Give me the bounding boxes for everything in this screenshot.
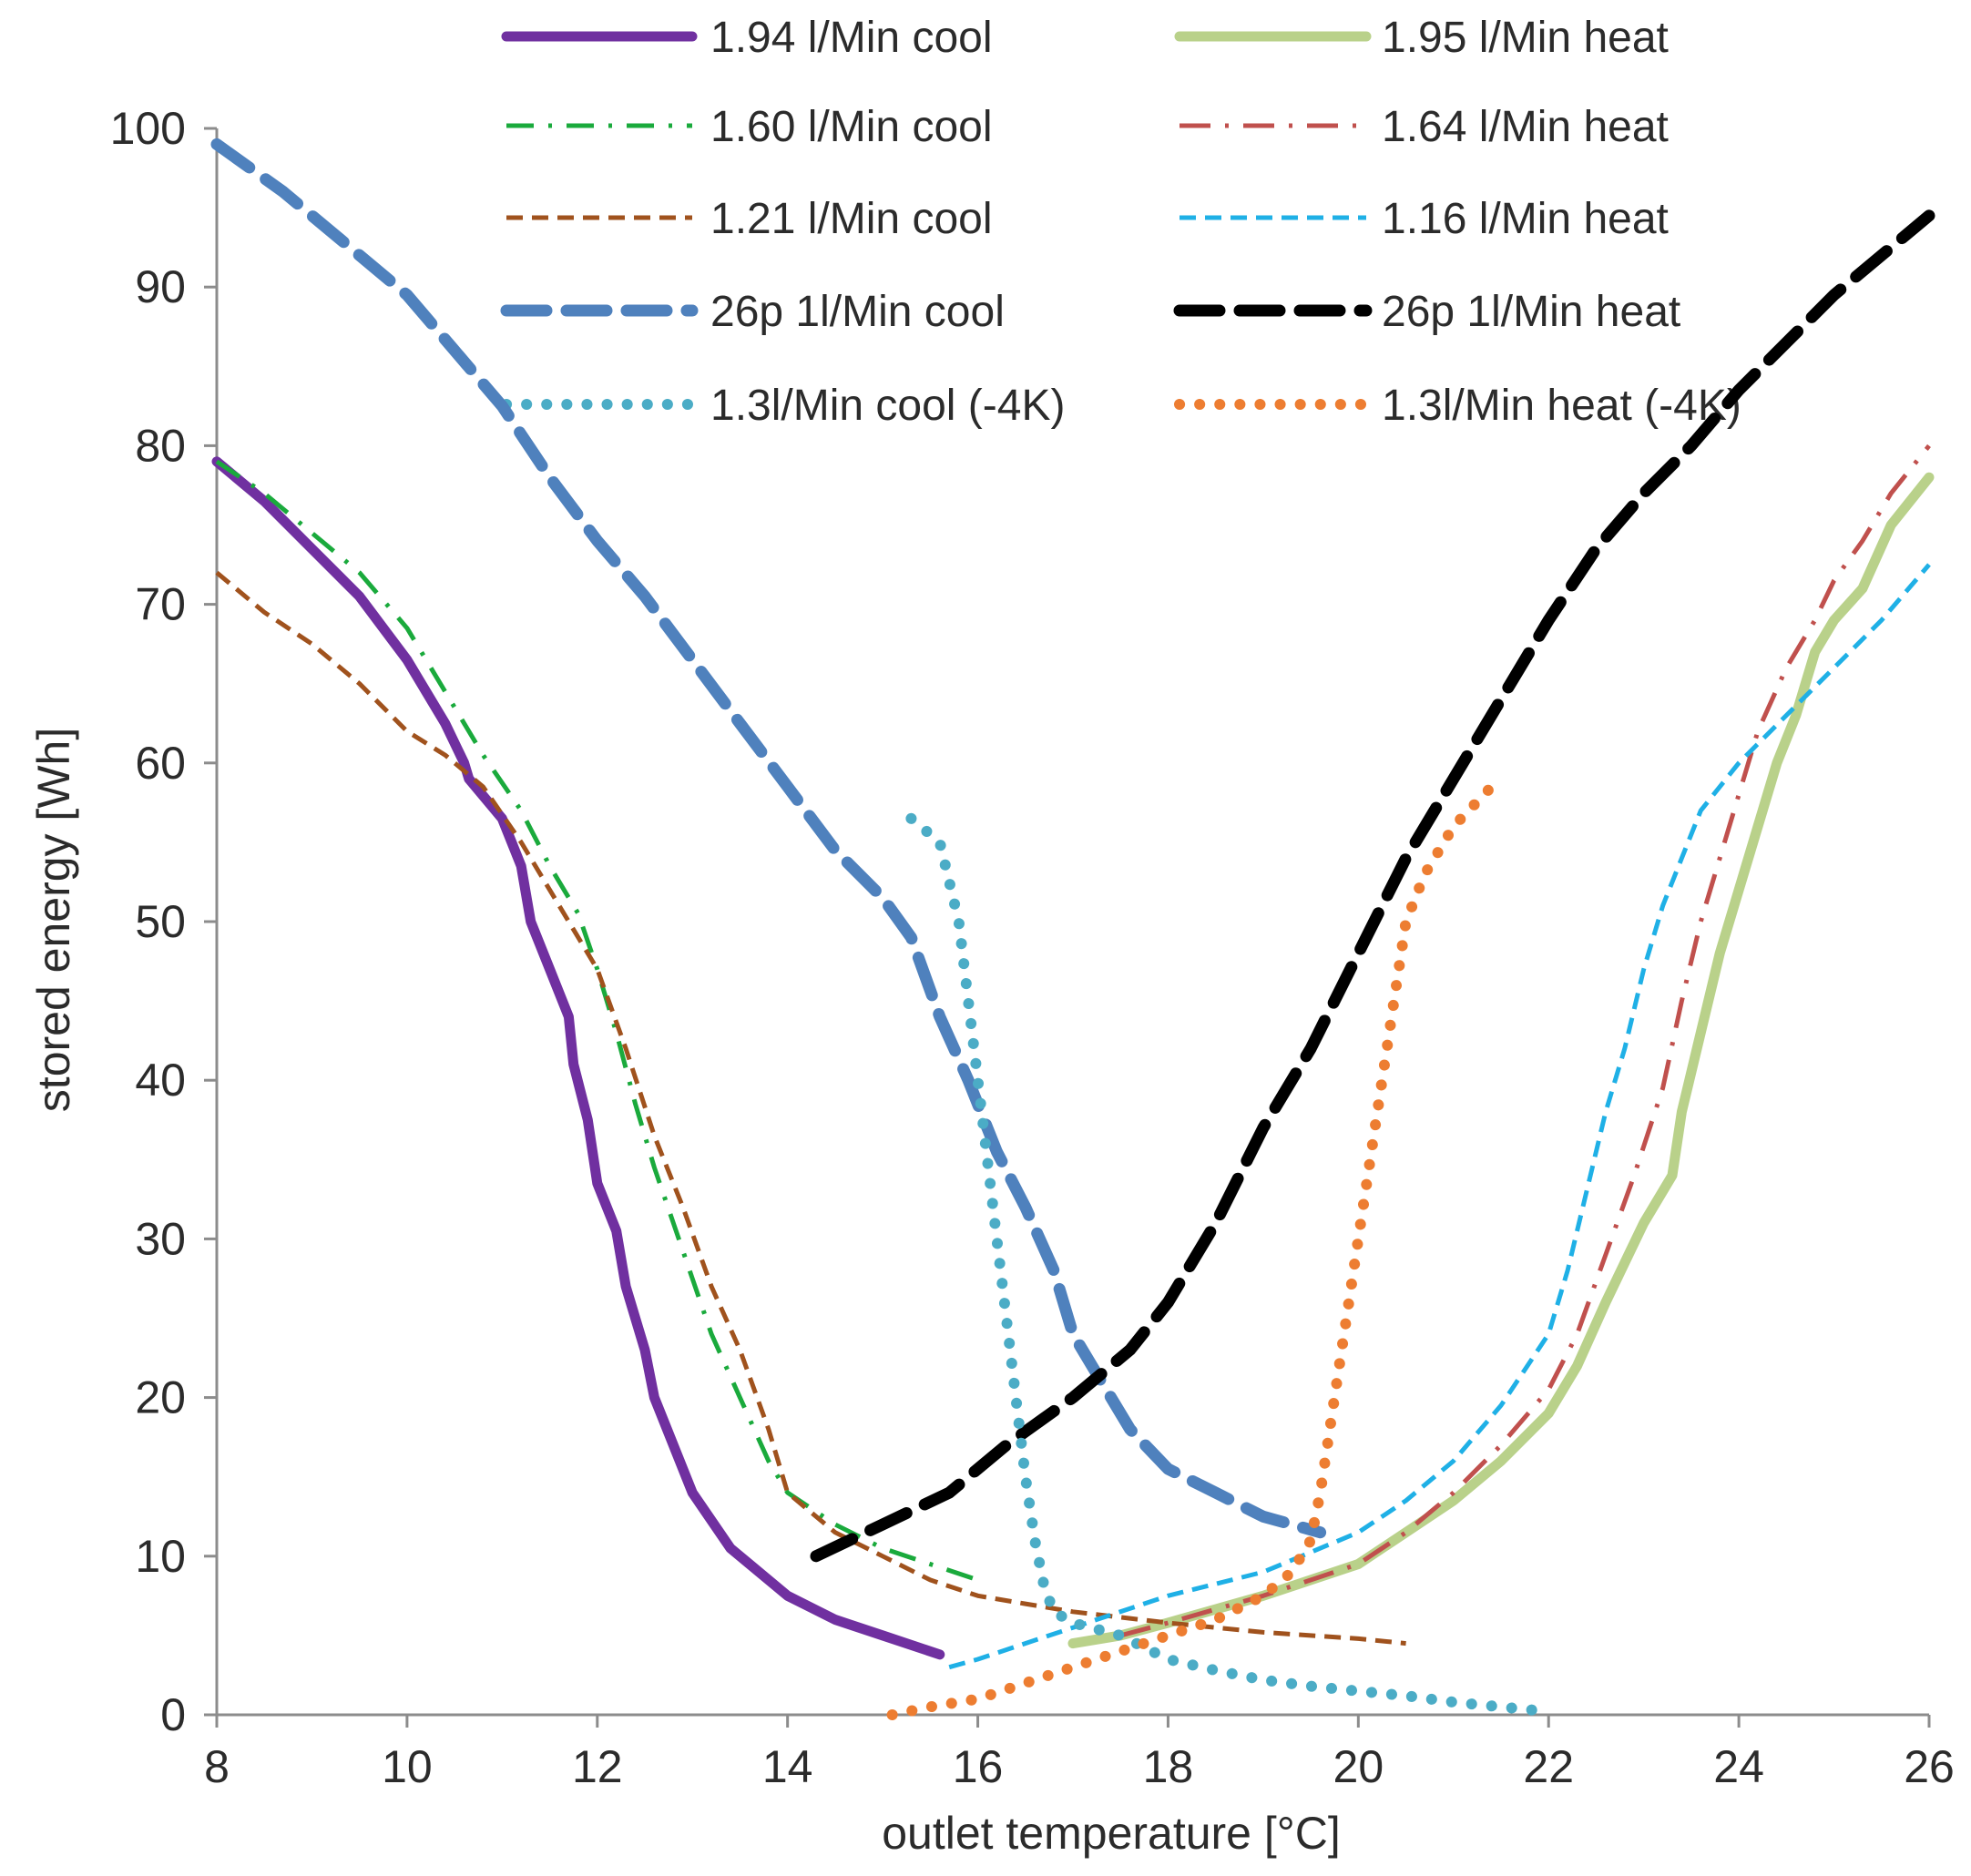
x-tick-label: 8 <box>204 1741 230 1792</box>
y-tick-label: 70 <box>135 579 186 630</box>
y-tick-label: 100 <box>110 103 186 154</box>
legend: 1.94 l/Min cool 1.95 l/Min heat 1.60 l/Min… <box>500 14 1741 430</box>
legend-label: 1.21 l/Min cool <box>710 195 993 243</box>
series-line-10 <box>886 780 1497 1720</box>
x-tick-label: 20 <box>1333 1741 1384 1792</box>
series-line-7 <box>210 138 1327 1539</box>
series-line-9 <box>905 812 1555 1718</box>
y-tick-label: 30 <box>135 1213 186 1264</box>
series-line-8 <box>810 209 1935 1563</box>
x-tick-label: 24 <box>1713 1741 1764 1792</box>
legend-label: 1.95 l/Min heat <box>1382 14 1669 62</box>
series-line-2 <box>1067 472 1935 1649</box>
legend-label: 1.60 l/Min cool <box>710 103 993 151</box>
x-ticks: 8 10 12 14 16 18 20 22 24 26 <box>204 1715 1955 1792</box>
series-line-4 <box>1119 444 1931 1638</box>
y-tick-label: 40 <box>135 1055 186 1106</box>
legend-label: 1.3l/Min heat (-4K) <box>1382 382 1741 430</box>
legend-label: 1.3l/Min cool (-4K) <box>710 382 1065 430</box>
x-tick-label: 26 <box>1904 1741 1955 1792</box>
legend-label: 26p 1l/Min heat <box>1382 288 1680 336</box>
y-tick-label: 90 <box>135 261 186 312</box>
x-tick-label: 10 <box>382 1741 433 1792</box>
x-axis-title: outlet temperature [°C] <box>882 1808 1341 1859</box>
y-axis-title: stored energy [Wh] <box>28 728 79 1112</box>
series-line-3 <box>215 459 979 1583</box>
y-tick-label: 20 <box>135 1372 186 1423</box>
y-tick-label: 0 <box>160 1689 186 1740</box>
x-tick-label: 18 <box>1143 1741 1194 1792</box>
x-tick-label: 22 <box>1523 1741 1574 1792</box>
y-tick-label: 60 <box>135 738 186 789</box>
x-tick-label: 14 <box>762 1741 813 1792</box>
y-tick-label: 50 <box>135 896 186 947</box>
y-tick-label: 80 <box>135 420 186 471</box>
legend-label: 26p 1l/Min cool <box>710 288 1005 336</box>
legend-label: 1.94 l/Min cool <box>710 14 993 62</box>
x-tick-label: 12 <box>572 1741 623 1792</box>
legend-label: 1.16 l/Min heat <box>1382 195 1669 243</box>
y-ticks: 0 10 20 30 40 50 60 70 80 90 100 <box>110 103 217 1740</box>
x-tick-label: 16 <box>953 1741 1004 1792</box>
series-line-1 <box>211 456 945 1660</box>
y-tick-label: 10 <box>135 1531 186 1582</box>
series-line-5 <box>215 570 1406 1647</box>
series-layer <box>210 138 1935 1720</box>
series-line-6 <box>948 563 1931 1670</box>
legend-label: 1.64 l/Min heat <box>1382 103 1669 151</box>
